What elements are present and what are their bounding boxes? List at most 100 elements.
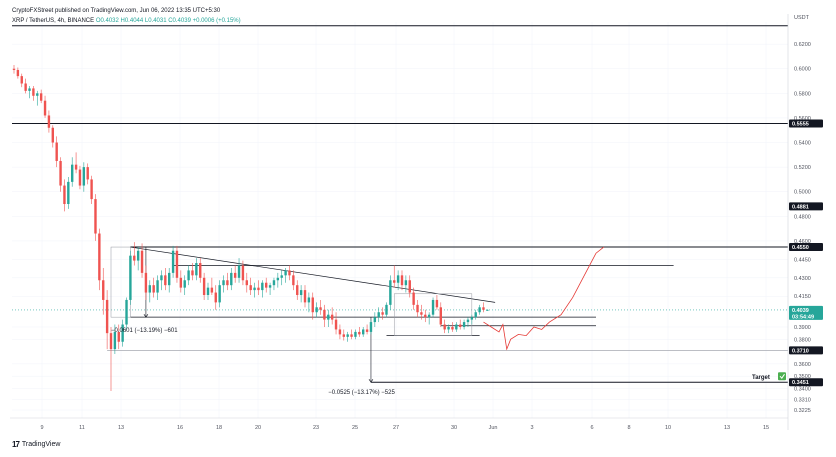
candle-body — [431, 299, 435, 315]
candle-body — [424, 314, 427, 318]
candle-body — [420, 312, 423, 315]
candle-body — [311, 297, 314, 313]
candle-body — [55, 142, 58, 161]
price-tag-label: 0.4550 — [792, 245, 809, 251]
y-tick-label: 0.4150 — [794, 294, 811, 300]
candle-body — [121, 324, 124, 342]
y-tick-label: 0.3800 — [794, 337, 811, 343]
candle-body — [404, 280, 408, 286]
candle-body — [455, 324, 458, 330]
candle-body — [466, 319, 470, 323]
candle-body — [218, 285, 221, 303]
candle-body — [396, 275, 400, 283]
candle-body — [346, 334, 349, 337]
candle-body — [199, 263, 202, 278]
x-tick-label: 23 — [313, 425, 319, 431]
candle-body — [330, 314, 334, 320]
candle-body — [369, 322, 373, 332]
y-tick-label: 0.6200 — [794, 42, 811, 48]
candle-body — [117, 331, 120, 342]
price-tag-bg — [789, 243, 823, 252]
candle-body — [389, 280, 392, 305]
y-tick-label: 0.3900 — [794, 325, 811, 331]
candle-body — [98, 233, 101, 281]
y-tick-label: 0.3400 — [794, 386, 811, 392]
candle-body — [276, 277, 280, 281]
candle-body — [202, 277, 206, 296]
candle-body — [245, 280, 248, 286]
candle-body — [373, 317, 377, 323]
currency-label: USDT — [794, 15, 810, 21]
candle-body — [160, 275, 163, 281]
candle-body — [230, 272, 233, 286]
y-tick-label: 0.4600 — [794, 239, 811, 245]
candle-body — [439, 307, 442, 325]
candle-body — [482, 307, 485, 310]
measure-arrowhead-2 — [368, 379, 374, 383]
candle-body — [47, 115, 51, 128]
candle-body — [261, 282, 264, 291]
price-tag-label: 0.4881 — [792, 204, 809, 210]
x-tick-label: 25 — [352, 425, 358, 431]
descending-trendline — [130, 246, 496, 303]
x-tick-label: 6 — [590, 425, 593, 431]
candle-body — [334, 319, 338, 330]
candle-body — [272, 280, 276, 286]
x-tick-label: 13 — [118, 425, 124, 431]
tradingview-logo-text: TradingView — [21, 441, 61, 448]
countdown-label: 03:54:49 — [792, 314, 814, 320]
x-tick-label: 15 — [763, 425, 769, 431]
candle-body — [74, 164, 78, 170]
price-tag-bg — [789, 202, 823, 211]
candle-body — [51, 127, 54, 143]
target-label: Target — [752, 375, 770, 381]
candle-body — [233, 272, 237, 278]
candle-body — [86, 167, 89, 180]
candle-body — [136, 250, 140, 261]
candle-body — [82, 167, 86, 186]
candle-body — [24, 83, 27, 91]
candle-body — [32, 88, 35, 96]
candle-body — [210, 287, 214, 293]
y-tick-label: 0.4300 — [794, 276, 811, 282]
price-tag-label: 0.3451 — [792, 380, 809, 386]
candle-body — [63, 185, 66, 205]
target-check-icon — [778, 372, 786, 381]
measure-label-2: −0.0525 (−13.17%) −525 — [328, 390, 395, 396]
candle-body — [319, 307, 322, 310]
candle-body — [214, 292, 217, 303]
x-tick-label: 20 — [255, 425, 261, 431]
candle-body — [377, 312, 380, 318]
candle-body — [459, 324, 462, 327]
candle-body — [462, 322, 466, 327]
candle-body — [94, 199, 97, 234]
y-tick-label: 0.5200 — [794, 165, 811, 171]
x-tick-label: 11 — [79, 425, 85, 431]
x-tick-label: 30 — [451, 425, 457, 431]
candle-body — [412, 292, 415, 305]
candle-body — [113, 331, 117, 350]
candle-body — [148, 285, 151, 293]
tradingview-logo[interactable]: 17 TradingView — [12, 440, 60, 449]
candle-body — [144, 272, 148, 293]
candle-body — [90, 179, 93, 200]
candle-body — [323, 309, 326, 320]
candle-body — [241, 265, 245, 281]
candle-body — [427, 314, 431, 318]
candle-body — [179, 277, 183, 288]
candle-body — [257, 287, 260, 291]
candle-body — [102, 280, 105, 300]
candle-body — [105, 299, 109, 334]
candle-body — [140, 250, 144, 273]
x-tick-label: 27 — [393, 425, 399, 431]
symbol-ohlc-line: XRP / TetherUS, 4h, BINANCE O0.4032 H0.4… — [12, 18, 241, 24]
candle-body — [206, 287, 210, 296]
candle-body — [16, 69, 20, 77]
candle-body — [385, 304, 388, 315]
candle-body — [474, 312, 477, 318]
candle-body — [187, 270, 190, 281]
candle-body — [354, 331, 357, 337]
candle-body — [222, 280, 225, 286]
